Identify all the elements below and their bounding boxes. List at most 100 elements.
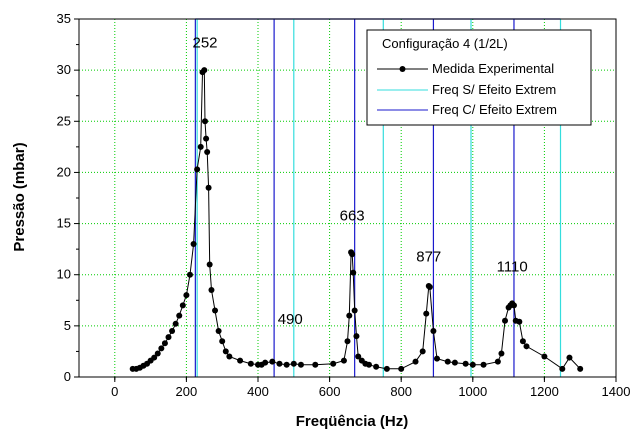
experimental-point <box>197 143 204 150</box>
experimental-point <box>494 358 501 365</box>
y-tick-label: 10 <box>57 267 71 282</box>
experimental-point <box>226 353 233 360</box>
experimental-point <box>161 340 168 347</box>
experimental-point <box>350 269 357 276</box>
experimental-point <box>469 361 476 368</box>
experimental-point <box>151 354 158 361</box>
y-tick-label: 30 <box>57 62 71 77</box>
experimental-point <box>398 365 405 372</box>
experimental-point <box>426 283 433 290</box>
legend: Configuração 4 (1/2L) Medida Experimenta… <box>366 29 592 126</box>
experimental-point <box>205 184 212 191</box>
experimental-point <box>353 333 360 340</box>
y-tick-label: 0 <box>64 369 71 384</box>
experimental-point <box>158 345 165 352</box>
experimental-point <box>330 360 337 367</box>
experimental-point <box>541 353 548 360</box>
experimental-point <box>502 317 509 324</box>
y-tick-label: 15 <box>57 216 71 231</box>
experimental-point <box>283 361 290 368</box>
experimental-point <box>247 360 254 367</box>
experimental-point <box>340 357 347 364</box>
experimental-point <box>519 338 526 345</box>
experimental-point <box>451 359 458 366</box>
experimental-point <box>444 358 451 365</box>
experimental-point <box>423 310 430 317</box>
experimental-point <box>222 348 229 355</box>
experimental-point <box>201 67 208 74</box>
experimental-series <box>129 67 584 372</box>
experimental-point <box>202 118 209 125</box>
peak-label: 663 <box>340 208 365 225</box>
peak-label: 490 <box>278 311 303 328</box>
experimental-point <box>355 353 362 360</box>
experimental-point <box>269 358 276 365</box>
x-tick-label: 0 <box>111 384 118 399</box>
axis-ticks: 0 200 400 600 800 1000 1200 1400 0 5 10 15 20 25 30 35 <box>57 11 631 399</box>
experimental-point <box>566 354 573 361</box>
experimental-point <box>516 318 523 325</box>
legend-box <box>366 29 592 126</box>
x-tick-label: 200 <box>176 384 198 399</box>
experimental-point <box>434 355 440 362</box>
legend-label-freq-sem-efeito: Freq S/ Efeito Extrem <box>432 82 556 97</box>
experimental-point <box>212 307 219 314</box>
experimental-point <box>430 327 437 334</box>
experimental-point <box>186 271 193 278</box>
experimental-point <box>165 334 172 341</box>
x-tick-label: 1400 <box>602 384 631 399</box>
experimental-point <box>373 363 380 370</box>
experimental-point <box>480 361 487 368</box>
legend-label-freq-com-efeito: Freq C/ Efeito Extrem <box>432 102 557 117</box>
y-tick-label: 20 <box>57 164 71 179</box>
experimental-point <box>206 261 213 268</box>
peak-label: 1110 <box>497 259 528 276</box>
legend-marker-experimental <box>399 66 406 72</box>
experimental-point <box>176 312 183 319</box>
experimental-point <box>346 312 353 319</box>
experimental-point <box>419 348 426 355</box>
legend-title: Configuração 4 (1/2L) <box>382 36 508 51</box>
experimental-point <box>169 327 176 334</box>
x-tick-label: 600 <box>319 384 341 399</box>
x-tick-label: 1000 <box>458 384 487 399</box>
experimental-point <box>523 343 530 350</box>
experimental-point <box>204 148 211 155</box>
experimental-point <box>172 320 179 327</box>
legend-label-experimental: Medida Experimental <box>432 61 554 76</box>
experimental-point <box>215 327 222 334</box>
experimental-point <box>190 241 197 248</box>
experimental-point <box>183 292 190 299</box>
x-tick-label: 800 <box>390 384 412 399</box>
experimental-point <box>559 365 566 372</box>
experimental-point <box>498 350 505 357</box>
experimental-point <box>194 166 201 173</box>
peak-label: 252 <box>193 35 218 52</box>
experimental-point <box>297 361 304 368</box>
experimental-point <box>312 361 319 368</box>
experimental-point <box>577 365 584 372</box>
x-axis-title: Freqüência (Hz) <box>296 413 409 430</box>
experimental-point <box>365 361 372 368</box>
y-axis-title: Pressão (mbar) <box>11 142 28 251</box>
x-tick-label: 1200 <box>530 384 559 399</box>
y-tick-label: 5 <box>64 318 71 333</box>
experimental-point <box>262 359 269 366</box>
peak-annotations: 252 490 663 877 1110 <box>193 35 528 328</box>
experimental-point <box>349 251 356 258</box>
experimental-point <box>510 302 517 309</box>
y-tick-label: 35 <box>57 11 71 26</box>
experimental-point <box>383 365 390 372</box>
experimental-point <box>219 338 226 345</box>
experimental-point <box>290 360 297 367</box>
experimental-point <box>208 287 215 294</box>
experimental-point <box>237 357 244 364</box>
peak-label: 877 <box>416 248 441 265</box>
experimental-point <box>203 135 210 142</box>
experimental-point <box>276 360 283 367</box>
experimental-point <box>351 307 358 314</box>
experimental-point <box>412 358 419 365</box>
experimental-point <box>344 338 351 345</box>
y-tick-label: 25 <box>57 113 71 128</box>
